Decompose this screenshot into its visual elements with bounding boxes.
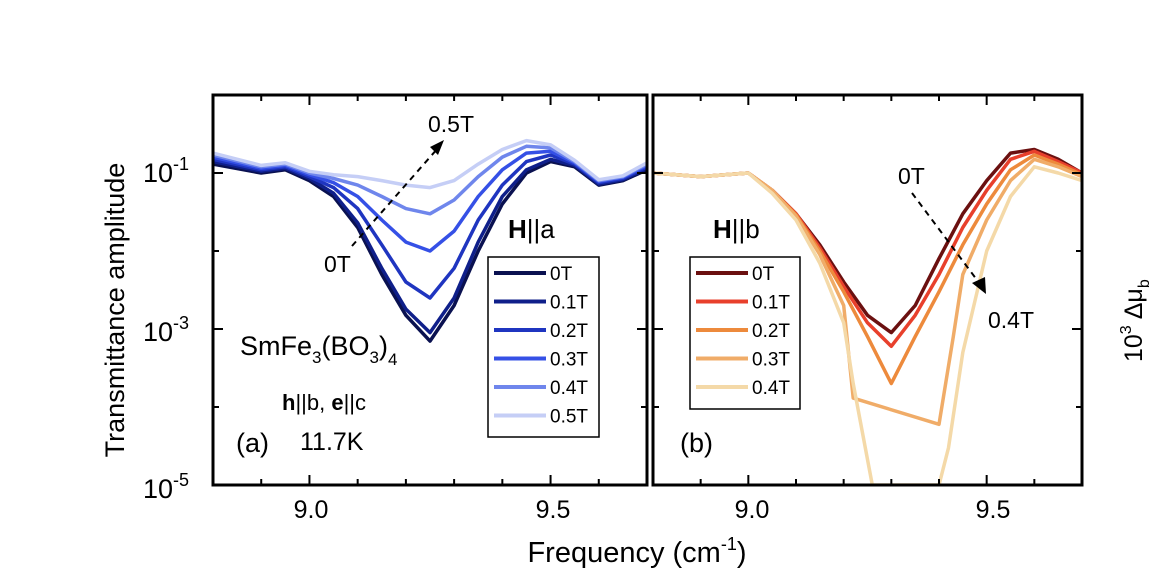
arrow-start-label-b: 0T: [898, 163, 925, 189]
plot-frame: [651, 93, 1084, 487]
field-arrow-a-head: [430, 140, 444, 155]
y-tick-label: 10-3: [143, 313, 189, 347]
field-direction-b: H||b: [713, 214, 760, 244]
series-group: [213, 138, 647, 343]
panel-b-tag: (b): [680, 428, 713, 458]
legend-label: 0.3T: [550, 350, 588, 371]
y-axis-label: Transmittance amplitude: [100, 163, 130, 458]
legend-label: 0.5T: [550, 407, 588, 428]
legend-label: 0T: [550, 264, 573, 285]
legend-box: [689, 256, 801, 410]
arrow-start-label-a: 0T: [324, 251, 351, 277]
y-tick-label: 10-1: [143, 154, 189, 188]
panel-b-annotations: (b) H||b 0T 0.4T: [680, 163, 1034, 458]
polarization-label: h||b, e||c: [282, 390, 366, 415]
legend-box: [487, 256, 600, 438]
x-tick-label: 9.0: [735, 496, 770, 524]
y-tick-labels: 10-1 10-3 10-5: [143, 154, 189, 504]
x-tick-label: 9.0: [294, 496, 329, 524]
x-axis-label: Frequency (cm-1): [527, 534, 746, 569]
legend: 0T 0.1T 0.2T 0.3T 0.4T: [689, 256, 801, 410]
panel-a: 0T 0.1T 0.2T 0.3T 0.4T 0.5T: [211, 93, 649, 487]
legend-label: 0.2T: [752, 321, 790, 342]
x-tick-label: 9.5: [976, 496, 1011, 524]
series-line: [213, 144, 647, 216]
sample-formula: SmFe3(BO3)4: [240, 331, 397, 369]
legend-label: 0.1T: [550, 293, 588, 314]
plot-frame: [211, 93, 649, 487]
legend-label: 0.2T: [550, 321, 588, 342]
series-line: [653, 165, 1082, 485]
arrow-end-label-a: 0.5T: [428, 111, 474, 137]
panel-a-annotations: (a) 11.7K SmFe3(BO3)4 h||b, e||c H||a 0T…: [236, 111, 555, 458]
x-tick-labels: 9.0 9.5 9.0 9.5: [294, 496, 1011, 524]
panel-a-tag: (a): [236, 428, 269, 458]
series-group: [653, 147, 1082, 485]
legend-label: 0.4T: [550, 378, 588, 399]
y-tick-label: 10-5: [143, 470, 189, 504]
field-arrow-b-head: [972, 277, 986, 294]
series-line: [213, 138, 647, 190]
panel-b: 0T 0.1T 0.2T 0.3T 0.4T: [651, 93, 1084, 487]
field-direction-a: H||a: [508, 214, 555, 244]
legend-label: 0.1T: [752, 293, 790, 314]
x-tick-label: 9.5: [536, 496, 571, 524]
legend-label: 0.3T: [752, 350, 790, 371]
legend-label: 0T: [752, 264, 775, 285]
field-arrow-b: [911, 192, 981, 285]
arrow-end-label-b: 0.4T: [988, 307, 1034, 333]
right-axis-label: 103Δμb: [1118, 279, 1153, 362]
legend: 0T 0.1T 0.2T 0.3T 0.4T 0.5T: [487, 256, 600, 438]
temperature-label: 11.7K: [300, 428, 364, 456]
legend-label: 0.4T: [752, 378, 790, 399]
